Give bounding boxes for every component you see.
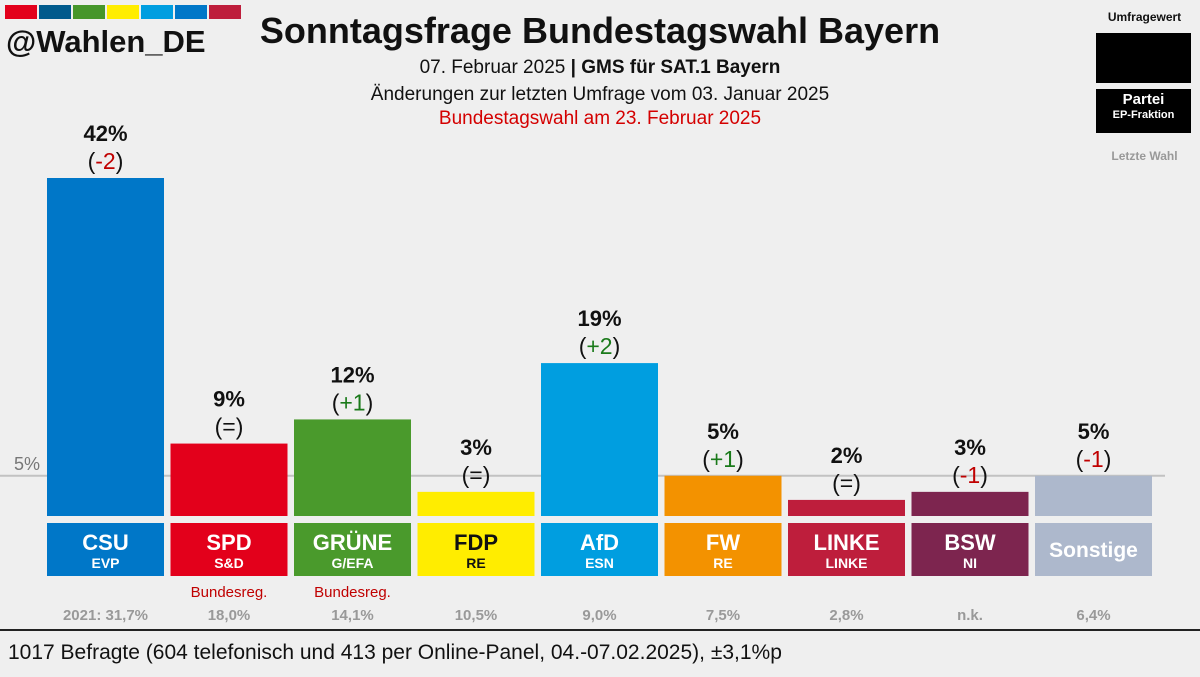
last-election-spd: 18,0% — [208, 607, 251, 624]
value-label-spd: 9% — [213, 387, 245, 412]
stripe-4 — [141, 5, 173, 19]
poll-institute: GMS für SAT.1 Bayern — [581, 57, 781, 78]
party-group-spd: S&D — [214, 555, 244, 571]
poll-info: 07. Februar 2025 | GMS für SAT.1 Bayern — [0, 57, 1200, 79]
party-name-bsw: BSW — [944, 530, 996, 555]
bar-afd — [541, 363, 658, 516]
party-group-csu: EVP — [91, 555, 119, 571]
party-box-sonstige — [1035, 523, 1152, 576]
change-label-bsw: (-1) — [952, 462, 988, 488]
legend-party-box: Partei EP-Fraktion — [1096, 89, 1191, 133]
value-label-sonstige: 5% — [1078, 419, 1110, 444]
bar-bsw — [911, 491, 1029, 516]
party-group-fw: RE — [713, 555, 732, 571]
value-label-afd: 19% — [577, 306, 621, 331]
changes-note: Änderungen zur letzten Umfrage vom 03. J… — [370, 84, 830, 105]
party-box-csu — [47, 523, 164, 576]
party-box-afd — [541, 523, 658, 576]
stripe-0 — [5, 5, 37, 19]
party-name-linke: LINKE — [814, 530, 880, 555]
party-name-sonstige: Sonstige — [1049, 539, 1138, 562]
change-label-sonstige: (-1) — [1076, 446, 1112, 472]
change-label-afd: (+2) — [579, 333, 621, 359]
last-election-fw: 7,5% — [706, 607, 740, 624]
footer-sample-info: 1017 Befragte (604 telefonisch und 413 p… — [8, 641, 782, 664]
change-label-csu: (-2) — [88, 148, 124, 174]
party-box-linke — [788, 523, 905, 576]
change-label-spd: (=) — [215, 414, 244, 440]
legend-group-label: EP-Fraktion — [1112, 109, 1175, 121]
change-label-fw: (+1) — [702, 446, 744, 472]
party-box-spd — [170, 523, 288, 576]
party-group-afd: ESN — [585, 555, 614, 571]
party-name-spd: SPD — [206, 530, 251, 555]
value-label-bsw: 3% — [954, 435, 986, 460]
poll-date: 07. Februar 2025 — [419, 57, 566, 78]
party-box-grne — [294, 523, 411, 576]
value-label-csu: 42% — [83, 121, 127, 146]
party-name-fdp: FDP — [454, 530, 498, 555]
legend-value-label: Umfragewert — [1107, 10, 1182, 24]
party-name-csu: CSU — [82, 530, 128, 555]
party-group-linke: LINKE — [826, 555, 868, 571]
last-election-grne: 14,1% — [331, 607, 374, 624]
value-label-grne: 12% — [330, 362, 374, 387]
chart-title: Sonntagsfrage Bundestagswahl Bayern — [259, 10, 941, 51]
last-election-sonstige: 6,4% — [1076, 607, 1110, 624]
bar-grne — [294, 419, 411, 516]
poll-separator: | — [570, 57, 576, 78]
last-election-bsw: n.k. — [957, 607, 983, 624]
party-name-afd: AfD — [580, 530, 619, 555]
stripe-1 — [39, 5, 71, 19]
footer: 1017 Befragte (604 telefonisch und 413 p… — [0, 629, 1200, 677]
party-box-bsw — [911, 523, 1029, 576]
note-grne: Bundesreg. — [314, 584, 391, 601]
stripe-6 — [209, 5, 241, 19]
change-label-grne: (+1) — [332, 389, 374, 415]
party-group-grne: G/EFA — [331, 555, 373, 571]
color-stripes — [5, 5, 243, 19]
last-election-fdp: 10,5% — [455, 607, 498, 624]
bar-csu — [47, 178, 164, 516]
stripe-5 — [175, 5, 207, 19]
last-election-linke: 2,8% — [829, 607, 863, 624]
change-label-fdp: (=) — [462, 462, 491, 488]
value-label-fw: 5% — [707, 419, 739, 444]
bar-linke — [788, 499, 905, 516]
stripe-2 — [73, 5, 105, 19]
note-spd: Bundesreg. — [191, 584, 268, 601]
last-election-afd: 9,0% — [582, 607, 616, 624]
bar-fw — [664, 475, 782, 516]
value-label-fdp: 3% — [460, 435, 492, 460]
value-label-linke: 2% — [831, 443, 863, 468]
bar-spd — [170, 443, 288, 516]
legend-last-election-label: Letzte Wahl — [1111, 149, 1178, 163]
election-note: Bundestagswahl am 23. Februar 2025 — [438, 108, 762, 129]
party-box-fw — [664, 523, 782, 576]
party-box-fdp — [417, 523, 535, 576]
legend-value-box — [1096, 33, 1191, 83]
bar-sonstige — [1035, 475, 1152, 516]
account-handle: @Wahlen_DE — [6, 24, 206, 59]
legend: Umfragewert Partei EP-Fraktion Letzte Wa… — [1096, 0, 1193, 163]
threshold-label: 5% — [14, 454, 40, 474]
party-name-fw: FW — [706, 530, 740, 555]
party-group-fdp: RE — [466, 555, 485, 571]
party-group-bsw: NI — [963, 555, 977, 571]
change-label-linke: (=) — [832, 470, 861, 496]
stripe-3 — [107, 5, 139, 19]
last-election-csu: 2021: 31,7% — [63, 607, 148, 624]
bar-fdp — [417, 491, 535, 516]
legend-party-label: Partei — [1122, 91, 1165, 108]
party-name-grne: GRÜNE — [313, 530, 392, 555]
